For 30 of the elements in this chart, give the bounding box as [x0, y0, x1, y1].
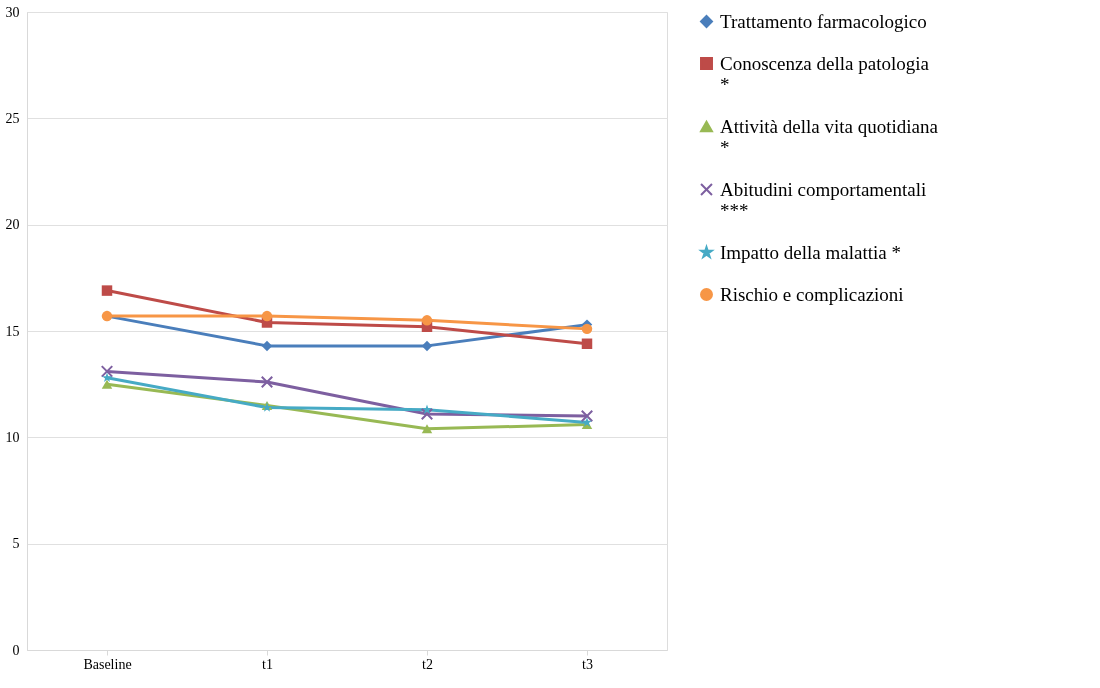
- point: [422, 404, 432, 414]
- y-tick-label: 15: [5, 323, 20, 339]
- y-tick-label: 10: [5, 429, 20, 445]
- point: [581, 323, 593, 335]
- y-tick-label: 25: [5, 110, 20, 126]
- y-tick-label: 0: [12, 642, 20, 658]
- point: [420, 407, 434, 421]
- y-tick-label: 30: [5, 4, 20, 20]
- legend-label: Attività della vita quotidiana *: [720, 115, 939, 158]
- point: [581, 338, 593, 349]
- legend-label: Impatto della malattia *: [720, 241, 901, 263]
- point: [102, 372, 112, 383]
- y-tick-label: 5: [12, 536, 20, 552]
- point: [421, 315, 433, 326]
- legend-label: Trattamento farmacologico: [720, 10, 927, 32]
- point: [101, 379, 113, 389]
- legend-label: Rischio e complicazioni: [720, 283, 904, 305]
- x-tick-label: t1: [262, 656, 273, 672]
- x-tick-label: t2: [422, 656, 433, 672]
- x-tick-label: t3: [582, 656, 593, 672]
- point: [421, 424, 433, 434]
- y-tick-label: 20: [5, 217, 20, 233]
- point: [261, 310, 273, 322]
- point: [580, 409, 594, 423]
- point: [100, 365, 114, 378]
- legend-label: Abitudini comportamentali ***: [720, 178, 927, 221]
- point: [260, 375, 274, 389]
- point: [101, 285, 113, 296]
- x-tick-label: Baseline: [83, 656, 132, 672]
- legend-label: Conoscenza della patologia *: [720, 52, 930, 95]
